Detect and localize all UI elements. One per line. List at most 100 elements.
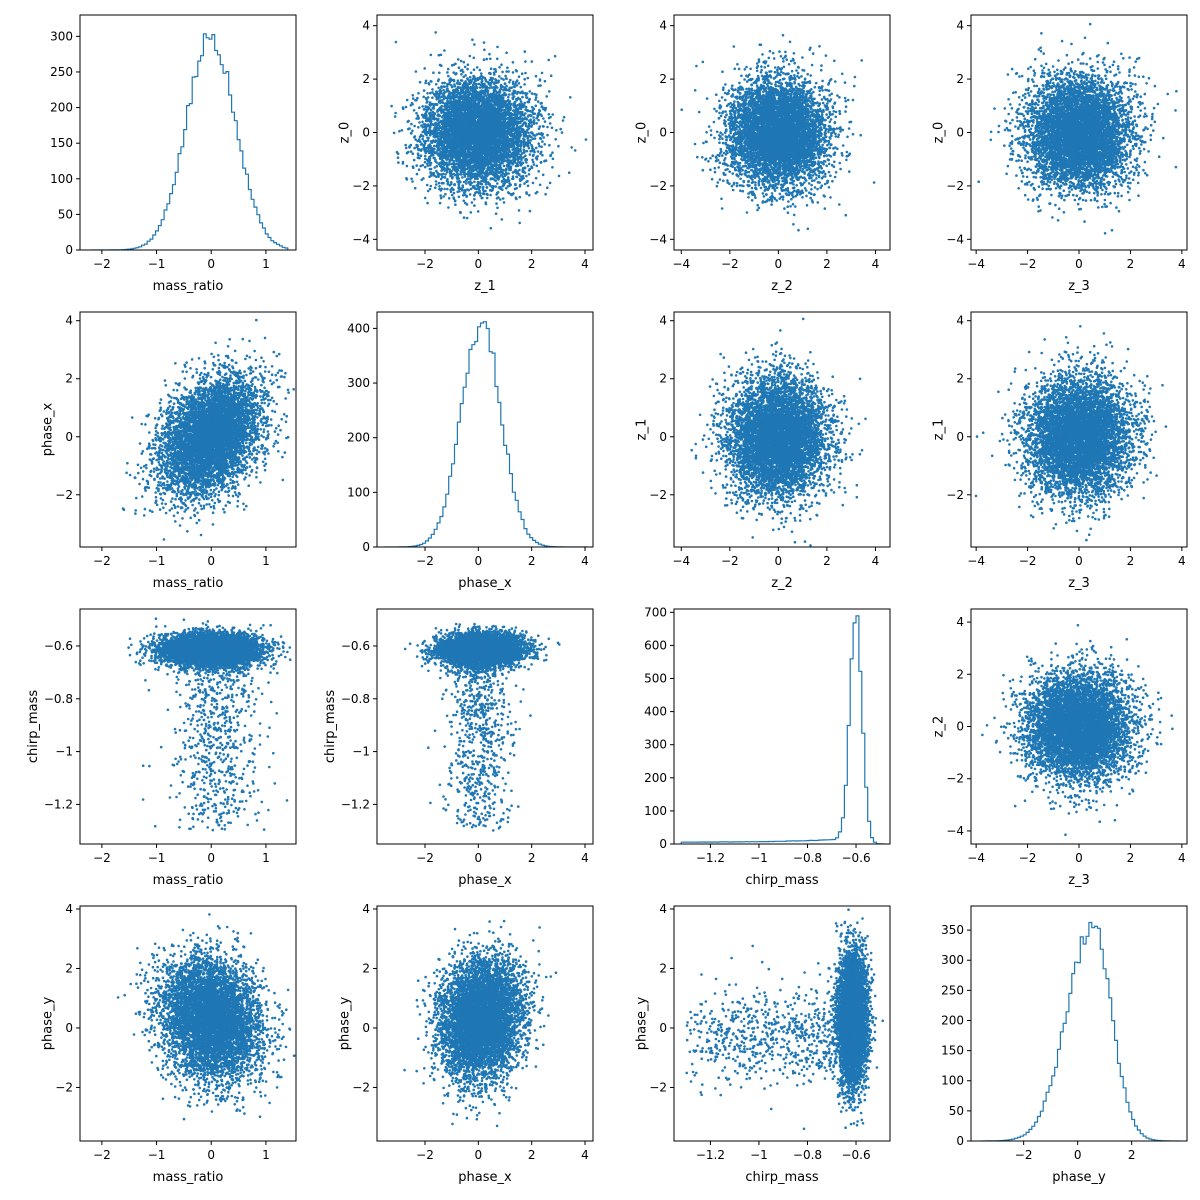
scatter-point bbox=[430, 168, 433, 171]
scatter-point bbox=[438, 185, 441, 188]
scatter-point bbox=[507, 172, 510, 175]
scatter-point bbox=[428, 156, 431, 159]
scatter-point bbox=[452, 160, 455, 163]
scatter-point bbox=[420, 148, 423, 151]
scatter-point bbox=[468, 135, 471, 138]
scatter-point bbox=[518, 75, 521, 78]
scatter-point bbox=[446, 171, 449, 174]
scatter-point bbox=[410, 123, 413, 126]
scatter-point bbox=[512, 109, 515, 112]
scatter-point bbox=[489, 189, 492, 192]
scatter-point bbox=[520, 154, 523, 157]
scatter-point bbox=[535, 96, 538, 99]
scatter-point bbox=[539, 184, 542, 187]
scatter-point bbox=[454, 85, 457, 88]
scatter-point bbox=[461, 184, 464, 187]
scatter-point bbox=[439, 202, 442, 205]
scatter-point bbox=[417, 92, 420, 95]
scatter-point bbox=[538, 145, 541, 148]
scatter-point bbox=[397, 161, 400, 164]
scatter-point bbox=[537, 142, 540, 145]
scatter-point bbox=[446, 168, 449, 171]
scatter-point bbox=[445, 107, 448, 110]
scatter-point bbox=[483, 58, 486, 61]
scatter-point bbox=[412, 152, 415, 155]
scatter-point bbox=[513, 89, 516, 92]
scatter-point bbox=[460, 69, 463, 72]
scatter-point bbox=[536, 133, 539, 136]
scatter-point bbox=[469, 193, 472, 196]
scatter-point bbox=[395, 41, 398, 44]
scatter-point bbox=[440, 197, 443, 200]
scatter-point bbox=[507, 99, 510, 102]
scatter-point bbox=[531, 146, 534, 149]
scatter-point bbox=[446, 83, 449, 86]
scatter-point bbox=[426, 163, 429, 166]
scatter-point bbox=[417, 126, 420, 129]
scatter-point bbox=[508, 93, 511, 96]
scatter-point bbox=[470, 174, 473, 177]
scatter-point bbox=[513, 92, 516, 95]
scatter-point bbox=[508, 88, 511, 91]
x-tick-label: −2 bbox=[93, 257, 111, 271]
scatter-point bbox=[421, 138, 424, 141]
scatter-point bbox=[501, 71, 504, 74]
scatter-point bbox=[443, 108, 446, 111]
scatter-point bbox=[428, 107, 431, 110]
scatter-point bbox=[490, 77, 493, 80]
scatter-point bbox=[525, 108, 528, 111]
scatter-point bbox=[457, 58, 460, 61]
scatter-point bbox=[496, 46, 499, 49]
scatter-point bbox=[490, 227, 493, 230]
scatter-point bbox=[448, 197, 451, 200]
scatter-point bbox=[503, 201, 506, 204]
scatter-point bbox=[537, 84, 540, 87]
scatter-point bbox=[544, 120, 547, 123]
scatter-point bbox=[411, 130, 414, 133]
scatter-point bbox=[473, 76, 476, 79]
scatter-point bbox=[489, 79, 492, 82]
scatter-point bbox=[476, 66, 479, 69]
scatter-point bbox=[471, 201, 474, 204]
scatter-point bbox=[446, 124, 449, 127]
scatter-point bbox=[544, 160, 547, 163]
scatter-point bbox=[408, 127, 411, 130]
scatter-point bbox=[521, 114, 524, 117]
scatter-point bbox=[524, 72, 527, 75]
scatter-point bbox=[405, 147, 408, 150]
scatter-point bbox=[424, 155, 427, 158]
scatter-point bbox=[480, 78, 483, 81]
scatter-point bbox=[548, 113, 551, 116]
scatter-point bbox=[500, 119, 503, 122]
scatter-point bbox=[543, 143, 546, 146]
scatter-point bbox=[539, 79, 542, 82]
scatter-point bbox=[496, 58, 499, 61]
scatter-point bbox=[449, 184, 452, 187]
scatter-point bbox=[522, 162, 525, 165]
scatter-point bbox=[482, 176, 485, 179]
scatter-point bbox=[523, 78, 526, 81]
scatter-point bbox=[402, 161, 405, 164]
scatter-point bbox=[524, 50, 527, 53]
scatter-point bbox=[520, 156, 523, 159]
scatter-point bbox=[435, 180, 438, 183]
scatter-point bbox=[413, 147, 416, 150]
scatter-point bbox=[557, 145, 560, 148]
scatter-point bbox=[432, 107, 435, 110]
scatter-point bbox=[401, 129, 404, 132]
y-tick-label: 100 bbox=[50, 172, 73, 186]
scatter-point bbox=[502, 197, 505, 200]
scatter-point bbox=[463, 61, 466, 64]
scatter-point bbox=[570, 146, 573, 149]
scatter-point bbox=[532, 161, 535, 164]
scatter-point bbox=[486, 193, 489, 196]
plot-area bbox=[91, 34, 288, 250]
y-tick-label: 300 bbox=[50, 29, 73, 43]
scatter-point bbox=[468, 164, 471, 167]
scatter-point bbox=[436, 91, 439, 94]
scatter-point bbox=[521, 96, 524, 99]
scatter-point bbox=[470, 211, 473, 214]
scatter-point bbox=[516, 143, 519, 146]
scatter-point bbox=[527, 77, 530, 80]
scatter-point bbox=[508, 182, 511, 185]
